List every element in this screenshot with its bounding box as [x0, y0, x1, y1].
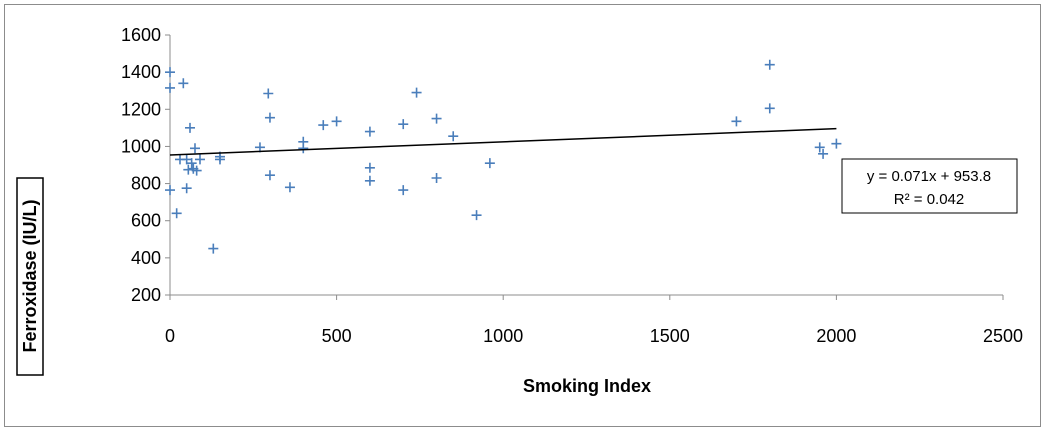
x-tick-label: 2000: [816, 326, 856, 346]
data-point: [764, 103, 775, 114]
x-axis-title: Smoking Index: [523, 376, 651, 396]
y-axis-tick-labels: 200 400 600 800 1000 1200 1400 1600: [121, 25, 170, 305]
data-point: [814, 142, 825, 153]
data-point: [171, 208, 182, 219]
y-tick-label: 1200: [121, 99, 161, 119]
x-tick-label: 0: [165, 326, 175, 346]
data-point: [264, 170, 275, 181]
data-point: [731, 116, 742, 127]
chart-frame: [4, 4, 1041, 427]
data-point: [318, 120, 329, 131]
data-point: [411, 87, 422, 98]
data-point: [364, 175, 375, 186]
data-point: [214, 154, 225, 165]
data-point: [165, 67, 175, 78]
y-tick-label: 1600: [121, 25, 161, 45]
data-points: [165, 59, 842, 254]
x-axis-tick-labels: 0 500 1000 1500 2000 2500: [165, 295, 1023, 346]
y-tick-label: 1000: [121, 136, 161, 156]
equation-box: [841, 158, 1018, 214]
data-point: [398, 185, 409, 196]
data-point: [165, 82, 175, 93]
data-point: [364, 126, 375, 137]
data-point: [448, 131, 459, 142]
data-point: [284, 182, 295, 193]
data-point: [298, 143, 309, 154]
data-point: [178, 78, 189, 89]
data-point: [191, 165, 202, 176]
data-point: [184, 122, 195, 133]
y-tick-label: 600: [131, 211, 161, 231]
x-tick-label: 1000: [483, 326, 523, 346]
y-tick-label: 200: [131, 285, 161, 305]
data-point: [208, 243, 219, 254]
trendline-r-squared: R² = 0.042: [894, 191, 964, 208]
trendline-equation: y = 0.071x + 953.8: [867, 168, 991, 185]
y-tick-label: 800: [131, 174, 161, 194]
data-point: [331, 116, 342, 127]
y-axis-title-box: [16, 177, 44, 376]
data-point: [254, 142, 265, 153]
data-point: [818, 148, 829, 159]
data-point: [431, 113, 442, 124]
data-point: [831, 138, 842, 149]
data-point: [398, 119, 409, 130]
y-tick-label: 1400: [121, 62, 161, 82]
x-tick-label: 1500: [650, 326, 690, 346]
data-point: [186, 158, 197, 169]
data-point: [471, 210, 482, 221]
y-axis-title: Ferroxidase (IU/L): [20, 199, 40, 352]
data-point: [431, 173, 442, 183]
data-point: [183, 164, 194, 175]
data-point: [194, 154, 205, 165]
x-tick-label: 500: [322, 326, 352, 346]
x-tick-label: 2500: [983, 326, 1023, 346]
data-point: [364, 162, 375, 173]
trendline: [169, 127, 837, 156]
data-point: [764, 59, 775, 70]
data-point: [264, 112, 275, 123]
y-tick-label: 400: [131, 248, 161, 268]
data-point: [189, 143, 200, 154]
data-point: [484, 158, 495, 169]
data-point: [181, 183, 192, 194]
data-point: [263, 88, 274, 99]
data-point: [165, 185, 175, 196]
